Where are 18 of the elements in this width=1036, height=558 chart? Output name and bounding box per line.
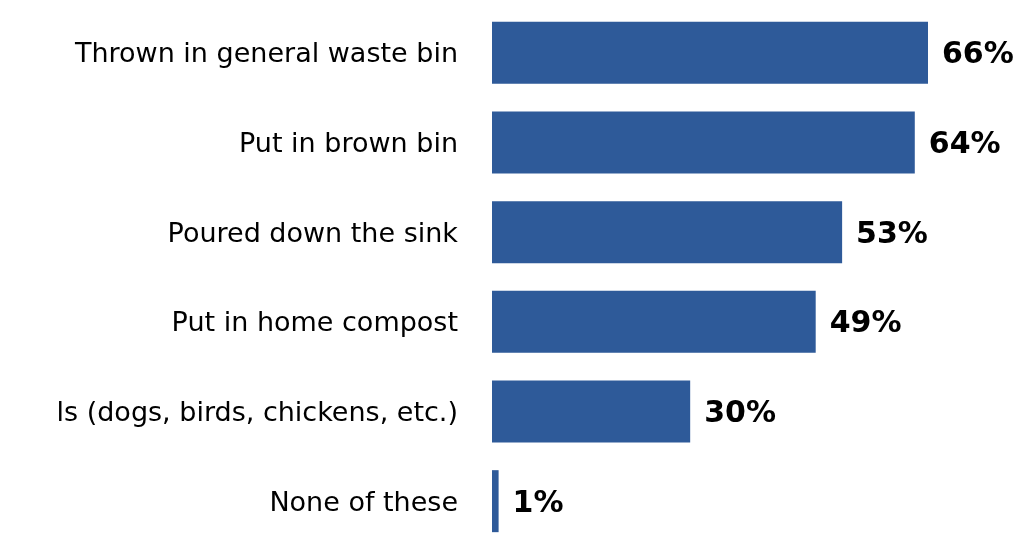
y-tick-label: ls (dogs, birds, chickens, etc.) [56,396,458,427]
data-label: 66% [942,35,1014,71]
data-label: 53% [856,214,928,250]
y-tick-label: None of these [269,485,458,517]
bar [492,21,928,84]
bar [492,290,816,353]
y-tick-label: Put in brown bin [239,127,458,158]
bar [492,201,843,264]
y-tick-label: Put in home compost [171,306,458,338]
bar [492,380,691,443]
bar [492,470,499,533]
data-label: 49% [829,304,902,340]
y-tick-label: Thrown in general waste bin [73,37,458,69]
data-label: 30% [704,394,776,429]
data-label: 64% [928,125,1001,160]
y-tick-label: Poured down the sink [167,216,459,248]
bar [492,111,915,174]
data-label: 1% [512,483,564,519]
